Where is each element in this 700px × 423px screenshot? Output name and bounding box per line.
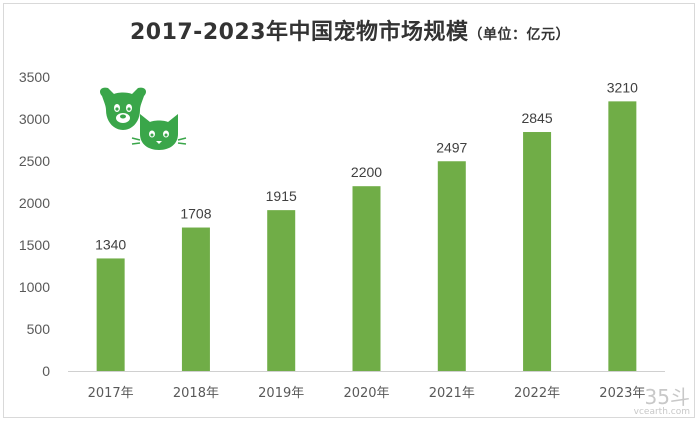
y-tick-label: 500 [27,321,51,337]
bar-value-label: 1340 [95,236,126,252]
x-tick-label: 2023年 [599,386,645,401]
cat-icon [131,114,187,150]
x-tick-label: 2019年 [258,386,304,401]
watermark: 35斗 vcearth.com [634,387,690,417]
bar-value-label: 2200 [351,164,382,180]
chart-title-text: 2017-2023年中国宠物市场规模 [129,20,469,45]
bar [608,101,637,372]
y-tick-label: 3000 [19,111,50,127]
bar [523,132,552,371]
value-labels: 1340 1708 1915 2200 2497 2845 3210 [95,79,638,252]
bar-value-label: 2497 [436,139,467,155]
y-tick-label: 1000 [19,279,50,295]
y-tick-label: 3500 [19,69,50,85]
chart-title: 2017-2023年中国宠物市场规模（单位：亿元） [0,14,700,46]
bar-value-label: 2845 [521,110,552,126]
y-tick-label: 0 [42,363,50,379]
y-tick-label: 2000 [19,195,50,211]
bars [96,101,637,372]
x-axis-labels: 2017年 2018年 2019年 2020年 2021年 2022年 2023年 [88,386,646,401]
bar-value-label: 1708 [180,206,211,222]
bar [352,186,381,371]
chart-title-unit: （单位：亿元） [468,27,571,43]
y-tick-label: 1500 [19,237,50,253]
bar-value-label: 3210 [607,79,638,95]
x-tick-label: 2018年 [173,386,219,401]
x-tick-label: 2022年 [514,386,560,401]
watermark-url: vcearth.com [633,407,690,417]
bar [96,258,125,371]
bar [181,227,210,371]
bar [437,161,466,371]
y-tick-label: 2500 [19,153,50,169]
bar-value-label: 1915 [266,188,297,204]
y-axis-labels: 0 500 1000 1500 2000 2500 3000 3500 [19,69,50,379]
watermark-logo: 35斗 [644,385,690,409]
pet-decoration [100,87,187,150]
dog-icon [100,87,146,130]
x-tick-label: 2020年 [343,386,389,401]
x-tick-label: 2021年 [429,386,475,401]
x-tick-label: 2017年 [88,386,134,401]
bar [267,210,296,371]
